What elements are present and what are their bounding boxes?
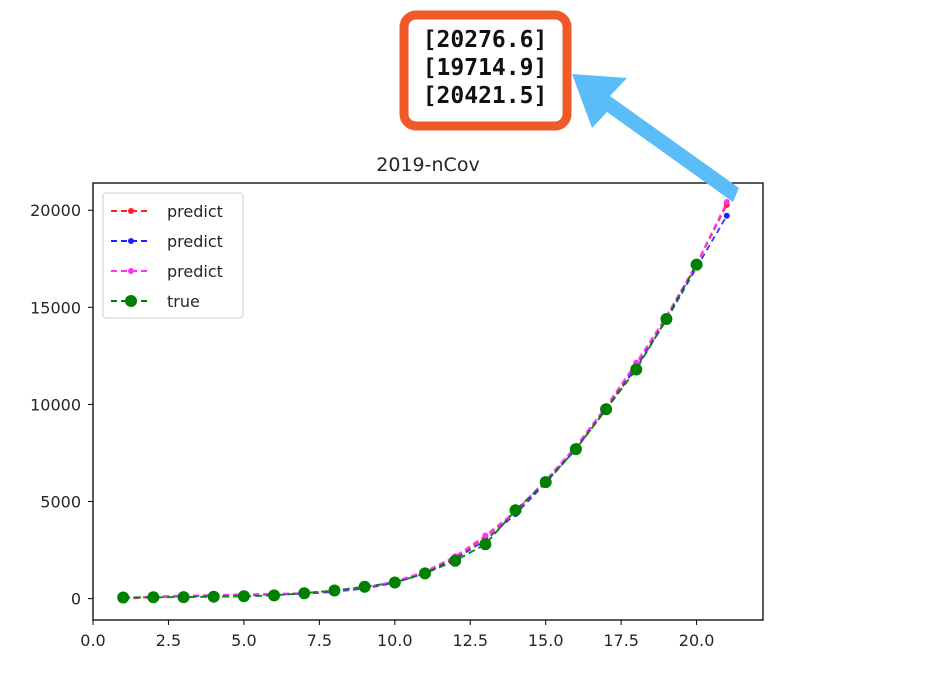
data-point-true bbox=[268, 589, 281, 602]
legend-label: predict bbox=[167, 202, 223, 221]
callout-line-3: [20421.5] bbox=[423, 83, 548, 109]
callout-line-2: [19714.9] bbox=[423, 55, 548, 81]
data-point-predict bbox=[723, 212, 730, 219]
data-point-true bbox=[479, 538, 492, 551]
data-point-true bbox=[117, 591, 130, 604]
legend-label: predict bbox=[167, 232, 223, 251]
data-point-true bbox=[509, 504, 522, 517]
callout-box bbox=[399, 10, 572, 131]
y-tick-label: 5000 bbox=[40, 493, 81, 512]
legend: predict predict predict true bbox=[102, 192, 244, 319]
data-point-true bbox=[298, 587, 311, 600]
data-point-true bbox=[388, 576, 401, 589]
data-point-true bbox=[630, 363, 643, 376]
data-point-true bbox=[328, 584, 341, 597]
series-layer bbox=[117, 199, 730, 604]
data-point-true bbox=[539, 476, 552, 489]
callout-line-1: [20276.6] bbox=[423, 27, 548, 53]
data-point-true bbox=[569, 443, 582, 456]
series-line-true bbox=[123, 264, 698, 599]
legend-label: predict bbox=[167, 262, 223, 281]
callout-arrow bbox=[572, 74, 739, 202]
callout: [20276.6] [19714.9] [20421.5] bbox=[399, 10, 739, 202]
data-point-true bbox=[660, 312, 673, 325]
legend-marker-predict bbox=[128, 208, 134, 214]
data-point-true bbox=[418, 567, 431, 580]
y-tick-label: 10000 bbox=[30, 395, 81, 414]
y-tick-label: 15000 bbox=[30, 298, 81, 317]
data-point-true bbox=[690, 258, 703, 271]
y-tick-label: 20000 bbox=[30, 201, 81, 220]
legend-marker-true bbox=[125, 295, 137, 307]
data-point-predict bbox=[482, 532, 489, 539]
x-tick-label: 10.0 bbox=[377, 631, 413, 650]
legend-marker-predict bbox=[128, 268, 134, 274]
y-axis: 0 5000 10000 15000 20000 bbox=[30, 201, 93, 609]
data-point-true bbox=[600, 403, 613, 416]
y-tick-label: 0 bbox=[71, 590, 81, 609]
x-axis: 0.0 2.5 5.0 7.5 10.0 12.5 15.0 17.5 20.0 bbox=[80, 620, 714, 650]
x-tick-label: 20.0 bbox=[679, 631, 715, 650]
data-point-true bbox=[147, 591, 160, 604]
legend-label: true bbox=[167, 292, 200, 311]
data-point-true bbox=[237, 590, 250, 603]
data-point-true bbox=[358, 580, 371, 593]
x-tick-label: 2.5 bbox=[156, 631, 181, 650]
legend-marker-predict bbox=[128, 238, 134, 244]
data-point-true bbox=[449, 554, 462, 567]
legend-box bbox=[102, 192, 244, 319]
x-tick-label: 15.0 bbox=[528, 631, 564, 650]
chart-title: 2019-nCov bbox=[376, 154, 479, 176]
x-tick-label: 12.5 bbox=[452, 631, 488, 650]
data-point-predict bbox=[723, 199, 730, 206]
data-point-true bbox=[177, 591, 190, 604]
x-tick-label: 5.0 bbox=[231, 631, 256, 650]
x-tick-label: 0.0 bbox=[80, 631, 105, 650]
data-point-true bbox=[207, 590, 220, 603]
x-tick-label: 17.5 bbox=[603, 631, 639, 650]
x-tick-label: 7.5 bbox=[307, 631, 332, 650]
